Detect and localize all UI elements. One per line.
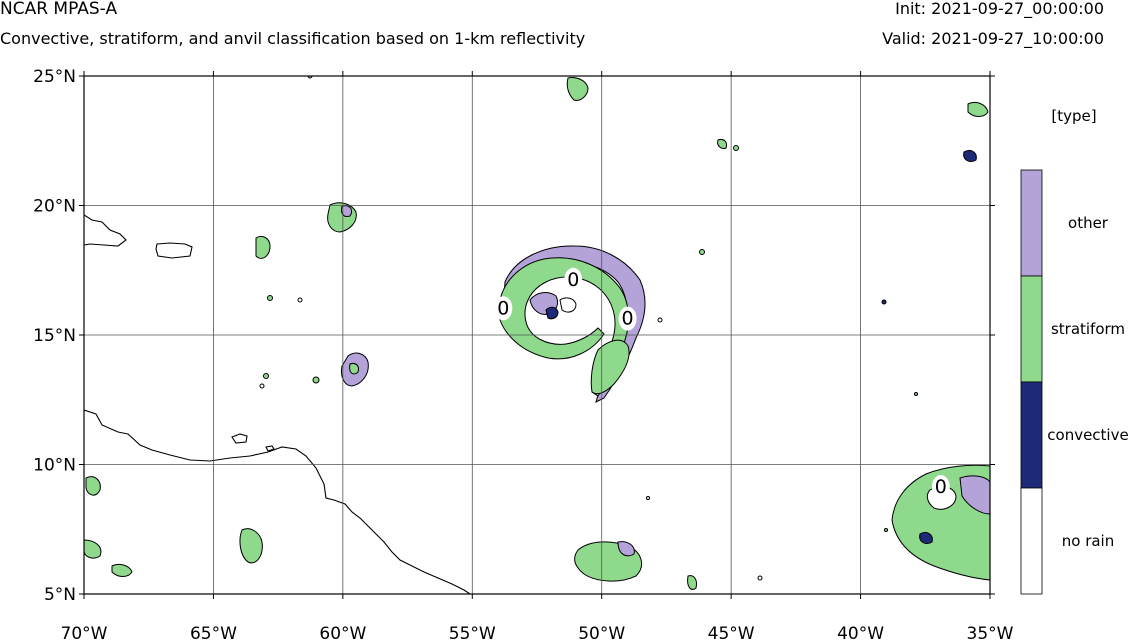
scattered-cell — [884, 528, 888, 532]
contour-label: 0 — [497, 297, 509, 319]
coastline-south-america — [84, 409, 471, 594]
legend-title: [type] — [1051, 107, 1096, 125]
scattered-cell — [914, 392, 918, 396]
cell-near-70w-6n — [84, 539, 102, 559]
lat-tick-label: 20°N — [33, 197, 76, 217]
cell-ne-corner-convective — [963, 149, 977, 163]
legend-swatch-no-rain — [1020, 487, 1043, 595]
scattered-cell — [312, 376, 320, 384]
scattered-cell — [263, 373, 269, 379]
cell-near-68w-6n — [111, 563, 133, 577]
cell-ne-corner — [967, 101, 989, 117]
lat-tick-labels: 25°N 20°N 15°N 10°N 5°N — [33, 67, 76, 605]
lat-tick-label: 10°N — [33, 456, 76, 476]
rain-classification — [84, 76, 990, 590]
contour-label-bg — [618, 306, 637, 331]
legend-swatches — [1020, 169, 1043, 595]
cell-near-59w-14n-strat — [349, 363, 359, 375]
scattered-cell — [699, 249, 705, 255]
legend-label-no-rain: no rain — [1062, 532, 1115, 550]
scattered-cell — [646, 496, 650, 500]
lon-tick-label: 50°W — [578, 624, 625, 641]
contour-label: 0 — [935, 476, 947, 498]
cell-near-46w-5n — [687, 575, 697, 590]
hurricane-convective — [545, 306, 559, 320]
scattered-cell — [881, 299, 887, 305]
scattered-cell — [267, 295, 273, 301]
scattered-cell — [733, 145, 739, 151]
lon-tick-label: 65°W — [190, 624, 237, 641]
coastlines — [84, 214, 471, 594]
legend-label-stratiform: stratiform — [1051, 320, 1125, 338]
lat-tick-label: 5°N — [44, 585, 76, 605]
coastline-puerto-rico — [155, 242, 193, 259]
lon-tick-label: 60°W — [319, 624, 366, 641]
coastline-trinidad — [231, 433, 248, 444]
storm-east-other — [959, 475, 990, 515]
scattered-cell — [259, 383, 265, 389]
lon-tick-label: 40°W — [837, 624, 884, 641]
cell-near-63w-7n — [239, 528, 263, 564]
hurricane-eye — [559, 297, 577, 313]
contour-label: 0 — [622, 308, 634, 330]
cell-near-50w-5n-other — [617, 541, 635, 557]
cell-near-70w-9n — [85, 476, 101, 496]
cell-near-63w-18n — [255, 235, 271, 259]
contour-label: 0 — [567, 269, 579, 291]
legend-swatch-other — [1020, 169, 1043, 277]
legend: [type] other stratiform convective no rain — [1020, 107, 1128, 595]
cell-near-45w-22n — [717, 139, 727, 149]
contour-label-bg — [494, 296, 513, 321]
lon-tick-label: 70°W — [61, 624, 108, 641]
hurricane-stratiform — [499, 257, 629, 397]
axis-ticks — [79, 71, 995, 599]
legend-swatch-stratiform — [1020, 275, 1043, 383]
legend-label-other: other — [1068, 214, 1109, 232]
map-subtitle: Convective, stratiform, and anvil classi… — [0, 29, 586, 48]
map-title: NCAR MPAS-A — [0, 0, 118, 19]
legend-labels: other stratiform convective no rain — [1047, 214, 1128, 550]
valid-time: Valid: 2021-09-27_10:00:00 — [882, 29, 1104, 48]
legend-swatch-convective — [1020, 381, 1043, 489]
init-time: Init: 2021-09-27_00:00:00 — [895, 0, 1104, 18]
lat-tick-label: 25°N — [33, 67, 76, 87]
scattered-cell — [657, 317, 663, 323]
lon-tick-label: 45°W — [708, 624, 755, 641]
lon-tick-label: 35°W — [967, 624, 1014, 641]
hurricane-rainband-south — [590, 339, 630, 395]
legend-label-convective: convective — [1047, 426, 1128, 444]
lon-tick-labels: 70°W 65°W 60°W 55°W 50°W 45°W 40°W 35°W — [61, 624, 1014, 641]
contour-labels: 0 0 0 0 — [494, 267, 950, 499]
storm-east-convective — [919, 531, 933, 545]
cell-near-51w-25n — [566, 77, 589, 101]
contour-label-bg — [564, 267, 583, 292]
lon-tick-label: 55°W — [449, 624, 496, 641]
scattered-cell — [297, 297, 303, 303]
cell-near-60w-20n-other — [341, 205, 353, 217]
lat-tick-label: 15°N — [33, 326, 76, 346]
contour-label-bg — [931, 474, 950, 499]
coastline-hispaniola — [84, 214, 127, 247]
gridlines — [84, 76, 990, 594]
scattered-cell — [757, 575, 763, 581]
coastline-tobago — [265, 445, 275, 452]
